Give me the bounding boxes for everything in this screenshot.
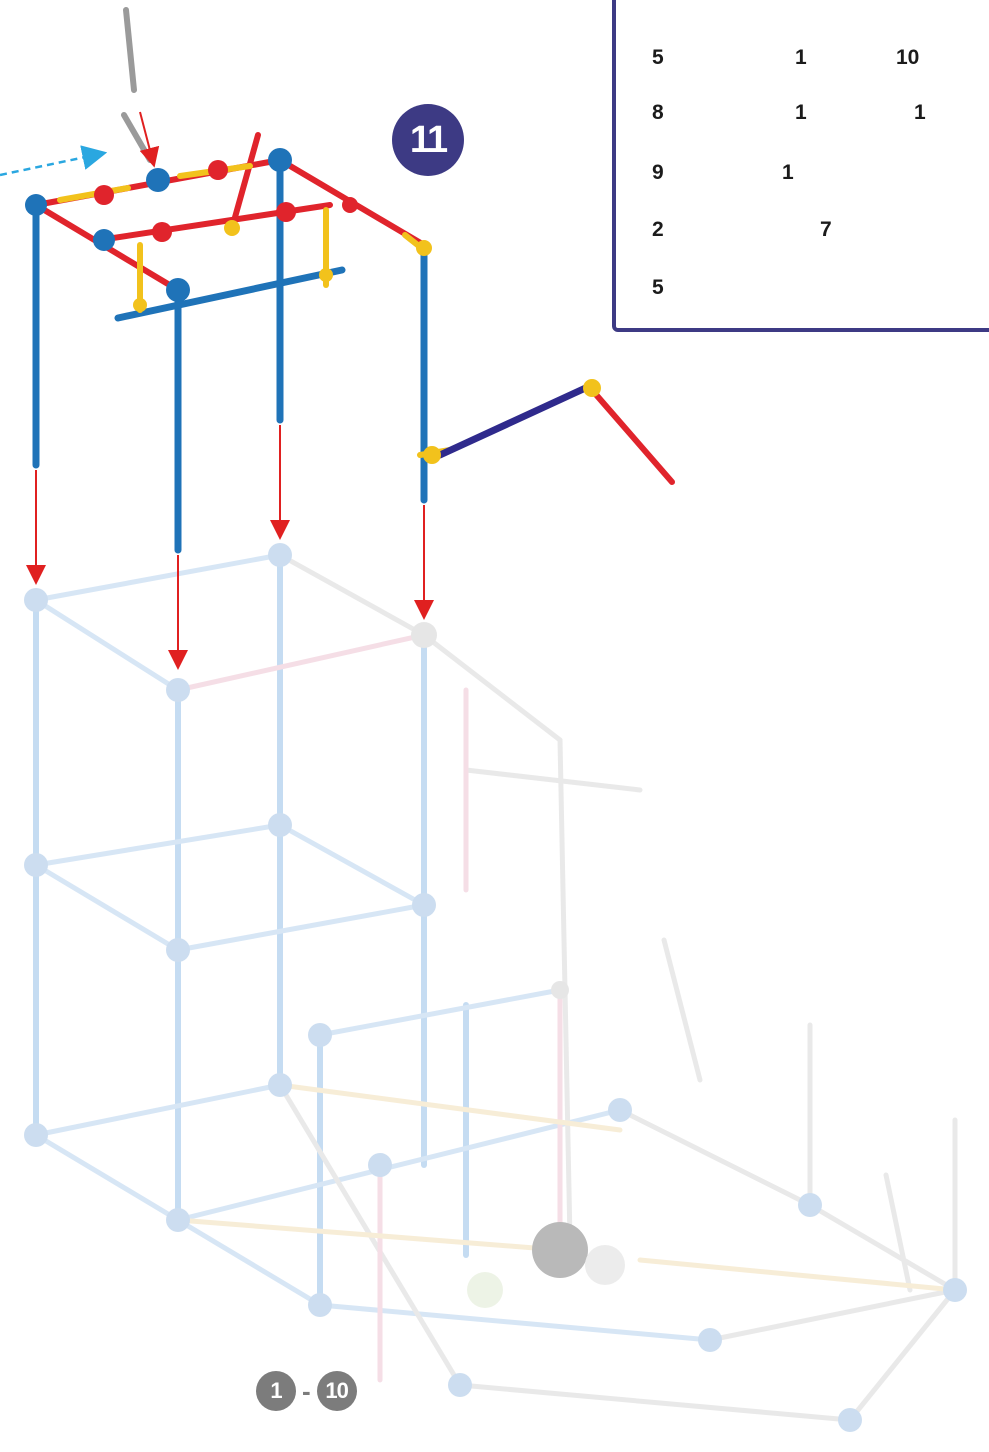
parts-list-panel (612, 0, 989, 332)
previous-steps-range: 1 - 10 (256, 1370, 357, 1412)
placement-arrows (26, 111, 434, 670)
qty-yellow-connector: 8 (652, 101, 664, 124)
qty-blue-connector: 10 (896, 46, 920, 69)
range-separator: - (302, 1375, 311, 1406)
step-number-badge: 11 (392, 104, 464, 176)
qty-purple-rod-short: 1 (795, 101, 807, 124)
insert-arrow (0, 145, 108, 177)
range-end-badge: 10 (316, 1371, 357, 1411)
range-start-badge: 1 (256, 1371, 296, 1411)
qty-gray-rod-tiny: 1 (914, 101, 926, 124)
qty-yellow-rod: 9 (652, 161, 664, 184)
qty-blue-rod: 5 (652, 276, 664, 299)
qty-red-rod: 7 (820, 218, 832, 241)
qty-purple-rod-long: 1 (782, 161, 794, 184)
qty-red-connector: 5 (652, 46, 664, 69)
existing-structure (24, 543, 967, 1432)
qty-gray-rod: 2 (652, 218, 664, 241)
new-assembly (25, 7, 675, 554)
qty-gray-connector: 1 (795, 46, 807, 69)
